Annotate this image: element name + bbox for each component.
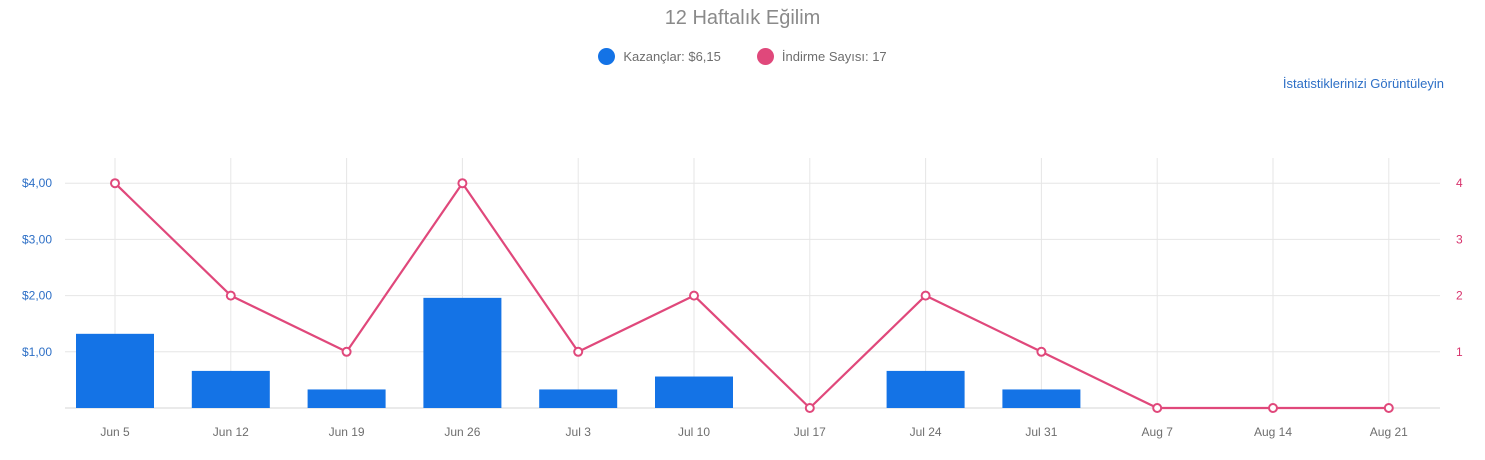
earnings-bar [539,389,618,408]
view-stats-link[interactable]: İstatistiklerinizi Görüntüleyin [1282,76,1444,91]
legend-downloads-label: İndirme Sayısı: 17 [781,49,887,64]
earnings-bar [191,370,270,408]
legend-earnings-label: Kazançlar: $6,15 [623,49,721,64]
y-left-tick-label: $2,00 [22,289,52,303]
x-tick-label: Aug 7 [1142,425,1174,439]
y-right-tick-label: 2 [1456,289,1463,303]
x-tick-label: Aug 14 [1254,425,1292,439]
earnings-bar [1002,389,1081,408]
legend-item-earnings[interactable]: Kazançlar: $6,15 [598,48,721,65]
y-right-tick-label: 4 [1456,176,1463,190]
x-tick-label: Aug 21 [1370,425,1408,439]
downloads-point [1152,403,1163,413]
x-tick-label: Jun 5 [100,425,130,439]
downloads-point [1268,403,1278,413]
earnings-dot-icon [598,48,616,65]
downloads-point [225,290,236,301]
y-right-tick-label: 1 [1456,345,1463,359]
y-right-tick-label: 3 [1456,232,1463,246]
downloads-point [457,178,468,189]
earnings-bar [423,297,502,408]
earnings-bar [76,333,154,408]
downloads-point [920,290,931,301]
chart-title: 12 Haftalık Eğilim [664,7,821,29]
downloads-point [1036,346,1047,357]
y-left-tick-label: $1,00 [22,345,52,359]
earnings-bar [886,370,965,408]
downloads-dot-icon [756,48,774,65]
x-tick-label: Jul 17 [794,425,826,439]
earnings-bar [655,376,733,408]
earnings-bar [307,389,386,408]
x-tick-label: Jul 24 [910,425,942,439]
x-tick-label: Jun 19 [329,425,365,439]
x-tick-label: Jul 10 [678,425,710,439]
chart-legend: Kazançlar: $6,15 İndirme Sayısı: 17 [0,48,1485,65]
downloads-point [110,178,120,189]
legend-item-downloads[interactable]: İndirme Sayısı: 17 [756,48,887,65]
x-tick-label: Jun 12 [213,425,249,439]
downloads-point [804,403,815,413]
downloads-point [341,346,352,357]
y-left-tick-label: $3,00 [22,232,52,246]
x-tick-label: Jun 26 [444,425,480,439]
downloads-point [1383,403,1394,413]
downloads-line [114,182,1389,410]
downloads-point [573,346,584,357]
x-tick-label: Jul 31 [1025,425,1057,439]
y-left-tick-label: $4,00 [22,176,52,190]
downloads-point [689,290,699,301]
x-tick-label: Jul 3 [566,425,592,439]
